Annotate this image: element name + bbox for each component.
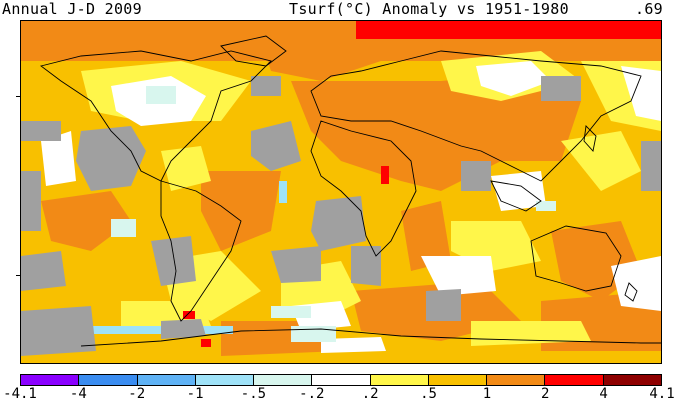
legend-label: -4.1 bbox=[3, 386, 37, 402]
strong-warming-regions bbox=[183, 21, 661, 347]
legend-label: 2 bbox=[541, 386, 550, 402]
legend-label: -.5 bbox=[240, 386, 267, 402]
color-legend-bar bbox=[20, 374, 662, 386]
map-subtitle: Tsurf(°C) Anomaly vs 1951-1980 bbox=[289, 0, 569, 18]
legend-swatch bbox=[545, 375, 604, 385]
slight-cooling-regions bbox=[111, 86, 556, 342]
axis-tick bbox=[16, 275, 20, 276]
legend-label: .2 bbox=[361, 386, 379, 402]
orange-regions bbox=[21, 21, 661, 356]
map-title: Annual J-D 2009 bbox=[2, 0, 142, 18]
legend-swatch bbox=[21, 375, 80, 385]
legend-label: -1 bbox=[186, 386, 204, 402]
no-data-regions bbox=[21, 76, 661, 356]
legend-swatch bbox=[79, 375, 138, 385]
legend-swatch bbox=[603, 375, 661, 385]
legend-label: -4 bbox=[69, 386, 87, 402]
legend-swatch bbox=[312, 375, 371, 385]
legend-label: -2 bbox=[128, 386, 146, 402]
legend-swatch bbox=[428, 375, 488, 385]
anomaly-map bbox=[20, 20, 662, 364]
legend-label: 4.1 bbox=[649, 386, 675, 402]
legend-swatch bbox=[254, 375, 313, 385]
legend-swatch bbox=[487, 375, 546, 385]
legend-swatch bbox=[370, 375, 429, 385]
global-mean-value: .69 bbox=[635, 0, 663, 18]
coastlines bbox=[39, 35, 661, 347]
color-legend-labels: -4.1 -4 -2 -1 -.5 -.2 .2 .5 1 2 4 4.1 bbox=[0, 386, 676, 402]
legend-label: 4 bbox=[599, 386, 608, 402]
legend-label: 1 bbox=[482, 386, 492, 402]
cooling-regions bbox=[83, 181, 287, 334]
legend-swatch bbox=[195, 375, 255, 385]
axis-tick bbox=[16, 96, 20, 97]
legend-swatch bbox=[137, 375, 196, 385]
legend-label: -.2 bbox=[299, 386, 325, 402]
legend-label: .5 bbox=[420, 386, 437, 402]
